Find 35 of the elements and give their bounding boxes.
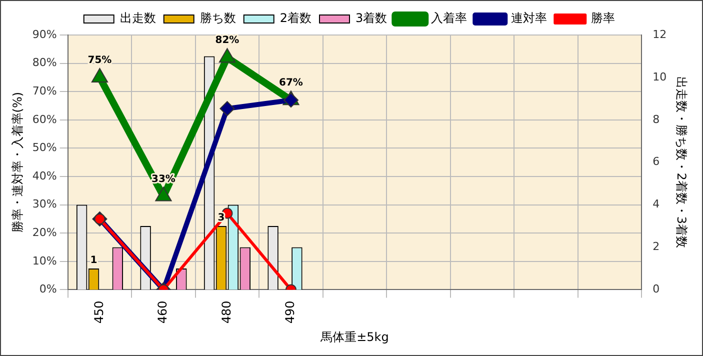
y-tick-label: 70% [32, 84, 57, 98]
y-tick-label: 50% [32, 141, 57, 154]
x-tick-label: 450 [92, 300, 106, 324]
y2-tick-label: 2 [652, 240, 660, 254]
y2-tick-label: 10 [652, 70, 667, 84]
legend-label: 勝率 [591, 11, 616, 26]
legend-label: 3着数 [356, 11, 388, 26]
y-tick-label: 30% [32, 198, 57, 211]
x-axis-title: 馬体重±5kg [320, 330, 389, 344]
data-label: 82% [215, 35, 240, 46]
y-tick-label: 90% [32, 28, 57, 41]
y-tick-label: 40% [32, 169, 57, 182]
data-label: 75% [88, 55, 112, 66]
x-tick-label: 460 [156, 300, 170, 324]
y-tick-label: 0% [39, 282, 57, 296]
y-tick-label: 60% [32, 112, 57, 126]
y-tick-label: 80% [32, 56, 57, 70]
y2-axis-title: 出走数・勝ち数・2着数・3着数 [674, 76, 689, 248]
legend-label: 2着数 [280, 11, 312, 26]
legend-label: 勝ち数 [200, 11, 236, 26]
legend-label: 連対率 [511, 11, 548, 26]
y2-tick-label: 8 [652, 112, 660, 126]
legend-label: 出走数 [120, 11, 156, 26]
y2-tick-label: 0 [652, 282, 660, 296]
data-label: 1 [90, 255, 98, 266]
y-axis-title: 勝率・連対率・入着率(%) [10, 92, 24, 233]
x-tick-label: 480 [219, 300, 234, 324]
y-tick-label: 20% [32, 226, 57, 239]
y2-tick-label: 12 [652, 28, 667, 41]
data-label: 67% [279, 78, 303, 89]
legend-label: 入着率 [431, 11, 468, 26]
y2-tick-label: 6 [652, 155, 660, 168]
x-tick-label: 490 [283, 300, 298, 324]
y2-tick-label: 4 [652, 198, 660, 211]
y-tick-label: 10% [32, 254, 57, 268]
